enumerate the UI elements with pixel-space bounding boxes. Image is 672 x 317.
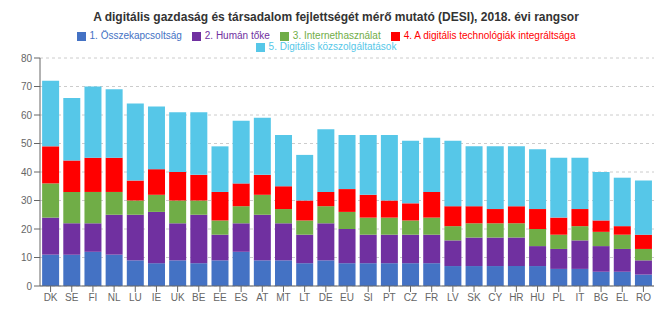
svg-text:10: 10	[21, 252, 33, 263]
svg-text:CY: CY	[488, 292, 502, 303]
svg-text:80: 80	[21, 53, 33, 64]
svg-text:0: 0	[26, 281, 32, 292]
svg-text:SI: SI	[363, 292, 372, 303]
svg-text:30: 30	[21, 195, 33, 206]
svg-text:NL: NL	[108, 292, 121, 303]
svg-text:FI: FI	[88, 292, 97, 303]
svg-text:DK: DK	[44, 292, 58, 303]
svg-text:PL: PL	[553, 292, 566, 303]
svg-text:RO: RO	[636, 292, 651, 303]
svg-text:IE: IE	[152, 292, 162, 303]
svg-text:20: 20	[21, 224, 33, 235]
svg-text:HR: HR	[509, 292, 523, 303]
html-text:4. A digitális technológiák in: 4. A digitális technológiák integráltság…	[403, 30, 576, 41]
svg-text:50: 50	[21, 138, 33, 149]
svg-text:SE: SE	[65, 292, 79, 303]
svg-text:LT: LT	[299, 292, 310, 303]
svg-text:60: 60	[21, 110, 33, 121]
svg-text:EL: EL	[616, 292, 629, 303]
svg-text:AT: AT	[256, 292, 268, 303]
html-text:5. Digitális közszolgáltatások: 5. Digitális közszolgáltatások	[268, 41, 397, 52]
svg-text:CZ: CZ	[404, 292, 417, 303]
svg-text:BE: BE	[192, 292, 206, 303]
svg-text:FR: FR	[425, 292, 438, 303]
svg-text:40: 40	[21, 167, 33, 178]
svg-text:PT: PT	[383, 292, 396, 303]
svg-text:BG: BG	[594, 292, 609, 303]
svg-text:70: 70	[21, 81, 33, 92]
svg-text:LV: LV	[447, 292, 459, 303]
svg-text:ES: ES	[234, 292, 248, 303]
html-text:1. Összekapcsoltság: 1. Összekapcsoltság	[89, 30, 182, 41]
svg-text:IT: IT	[575, 292, 584, 303]
html-text:2. Humán tőke: 2. Humán tőke	[204, 30, 270, 41]
svg-text:DE: DE	[319, 292, 333, 303]
svg-text:UK: UK	[171, 292, 185, 303]
svg-text:MT: MT	[276, 292, 290, 303]
svg-text:SK: SK	[467, 292, 481, 303]
svg-text:EU: EU	[340, 292, 354, 303]
svg-text:EE: EE	[213, 292, 227, 303]
html-text:3. Internethasználat: 3. Internethasználat	[292, 30, 381, 41]
html-text:A digitális gazdaság és társad: A digitális gazdaság és társadalom fejle…	[93, 10, 579, 24]
svg-text:HU: HU	[530, 292, 544, 303]
svg-text:LU: LU	[129, 292, 142, 303]
